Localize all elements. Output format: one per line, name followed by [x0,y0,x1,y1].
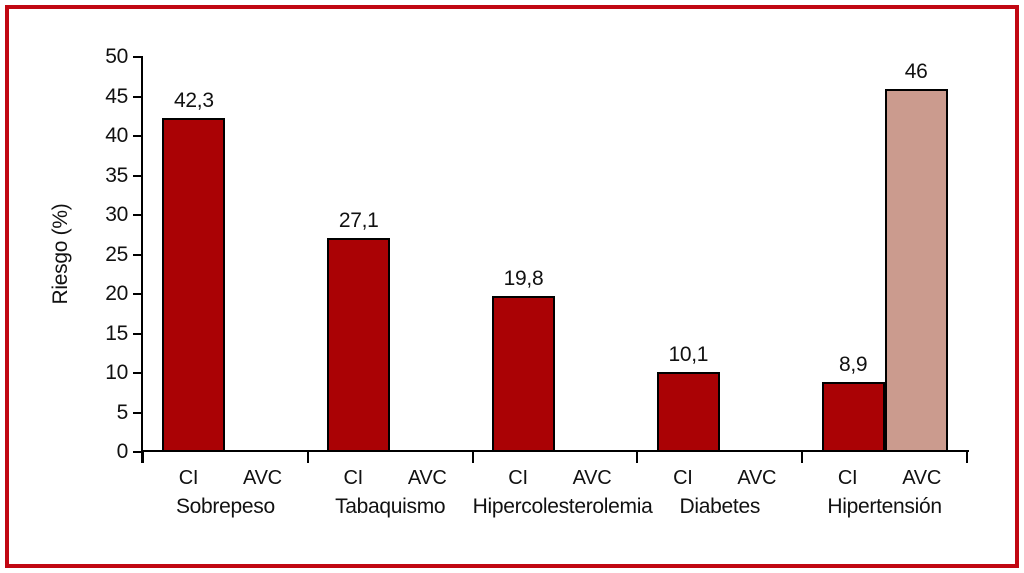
y-tick [133,253,142,256]
x-category-label-diabetes: Diabetes [679,495,761,518]
x-category-label-tabaquismo: Tabaquismo [335,495,446,518]
x-group-tick [966,451,968,463]
y-tick [133,332,142,335]
x-axis-line [141,450,969,452]
x-series-label-diabetes-avc: AVC [737,467,777,489]
x-category-label-hipercolesterolemia: Hipercolesterolemia [472,495,653,518]
bar-tabaquismo-ci [327,237,391,452]
x-category-label-sobrepeso: Sobrepeso [175,495,275,518]
x-series-label-hipertension-avc: AVC [902,467,941,489]
value-label-hipercolesterolemia-ci: 19,8 [503,266,544,290]
y-tick [133,174,142,177]
y-tick-label: 30 [105,203,128,226]
y-axis-title: Riesgo (%) [49,203,72,305]
bar-hipertension-ci [821,381,885,452]
y-tick [133,95,142,98]
y-tick-label: 45 [105,84,128,108]
y-tick-label: 10 [105,361,128,384]
bar-diabetes-ci [656,372,720,452]
x-group-tick [471,451,474,463]
bar-sobrepeso-ci [162,117,226,452]
y-tick [133,214,142,216]
x-series-label-diabetes-ci: CI [673,467,693,489]
x-series-label-tabaquismo-ci: CI [343,467,363,489]
x-category-label-hipertension: Hipertensión [827,495,942,518]
bar-hipercolesterolemia-ci [492,295,555,452]
y-tick-label: 20 [105,282,128,305]
y-tick-label: 0 [116,440,129,463]
x-group-tick [801,451,804,463]
y-tick-label: 5 [116,400,129,424]
value-label-hipertension-ci: 8,9 [838,352,868,376]
y-tick-label: 40 [105,124,128,147]
y-tick-label: 25 [105,242,128,266]
value-label-sobrepeso-ci: 42,3 [174,88,214,112]
x-series-label-hipercolesterolemia-ci: CI [508,467,528,489]
y-tick-label: 15 [105,321,128,345]
y-tick [133,293,142,295]
y-tick [133,56,142,58]
x-series-label-sobrepeso-avc: AVC [243,467,282,489]
x-series-label-sobrepeso-ci: CI [178,467,199,489]
x-group-tick [306,451,309,463]
y-axis-line [141,56,143,463]
figure-border [5,5,1019,568]
bar-hipertension-avc [884,88,948,452]
value-label-hipertension-avc: 46 [904,59,928,83]
y-tick-label: 50 [105,45,128,68]
y-tick [133,411,142,414]
x-series-label-hipertension-ci: CI [837,467,858,489]
value-label-diabetes-ci: 10,1 [668,343,709,367]
value-label-tabaquismo-ci: 27,1 [338,208,379,232]
x-group-tick [142,451,144,463]
y-tick-label: 35 [105,163,128,187]
x-series-label-hipercolesterolemia-avc: AVC [572,467,612,489]
y-tick [133,451,142,453]
y-tick [133,135,142,137]
x-group-tick [636,451,639,463]
x-series-label-tabaquismo-avc: AVC [407,467,447,489]
y-tick [133,372,142,374]
